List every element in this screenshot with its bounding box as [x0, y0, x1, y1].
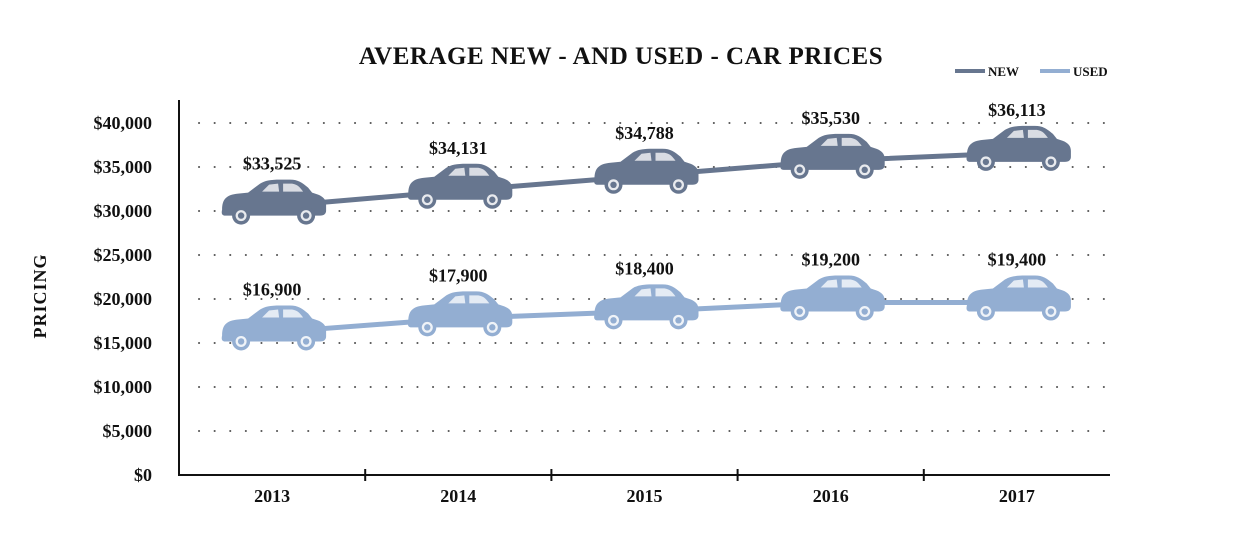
car-icon: [221, 305, 327, 351]
y-tick-label: $25,000: [94, 245, 153, 265]
data-label: $35,530: [801, 108, 860, 128]
y-tick-label: $0: [134, 465, 152, 485]
data-label: $34,788: [615, 123, 674, 143]
legend-label: NEW: [988, 64, 1019, 79]
data-label: $36,113: [988, 100, 1046, 120]
y-tick-label: $10,000: [94, 377, 153, 397]
y-tick-labels: $0 $5,000 $10,000 $15,000 $20,000 $25,000 $30,…: [94, 113, 153, 485]
y-tick-label: $40,000: [94, 113, 153, 133]
car-icon: [780, 275, 885, 321]
car-icon: [780, 133, 885, 179]
data-label: $16,900: [243, 279, 302, 299]
car-icon: [407, 291, 513, 337]
car-icon: [594, 148, 699, 194]
car-icon: [966, 125, 1071, 171]
series-used: $16,900 $17,900 $18,400 $19,200 $19,400: [221, 250, 1071, 351]
data-label: $34,131: [429, 138, 488, 158]
data-label: $33,525: [243, 154, 302, 174]
series-new: $33,525 $34,131 $34,788 $35,530 $36,113: [221, 100, 1071, 225]
axes: [178, 100, 1110, 481]
x-tick-label: 2013: [254, 486, 290, 506]
legend: NEW USED: [955, 64, 1108, 79]
chart-title: AVERAGE NEW - AND USED - CAR PRICES: [359, 43, 883, 70]
y-axis-label: PRICING: [30, 253, 50, 338]
x-tick-labels: 2013 2014 2015 2016 2017: [254, 486, 1035, 506]
car-icon: [594, 284, 699, 330]
y-tick-label: $15,000: [94, 333, 153, 353]
x-tick-label: 2015: [627, 486, 663, 506]
data-label: $19,200: [801, 250, 860, 270]
y-tick-label: $35,000: [94, 157, 153, 177]
x-tick-label: 2016: [813, 486, 849, 506]
y-tick-label: $30,000: [94, 201, 153, 221]
y-tick-label: $20,000: [94, 289, 153, 309]
x-tick-label: 2017: [999, 486, 1035, 506]
data-label: $19,400: [988, 250, 1047, 270]
car-icon: [407, 163, 513, 209]
series: $33,525 $34,131 $34,788 $35,530 $36,113 $16,9…: [221, 100, 1071, 351]
car-icon: [966, 275, 1071, 321]
x-tick-label: 2014: [440, 486, 476, 506]
y-tick-label: $5,000: [103, 421, 153, 441]
data-label: $17,900: [429, 265, 488, 285]
data-label: $18,400: [615, 258, 674, 278]
legend-label: USED: [1073, 64, 1108, 79]
car-icon: [221, 179, 327, 225]
